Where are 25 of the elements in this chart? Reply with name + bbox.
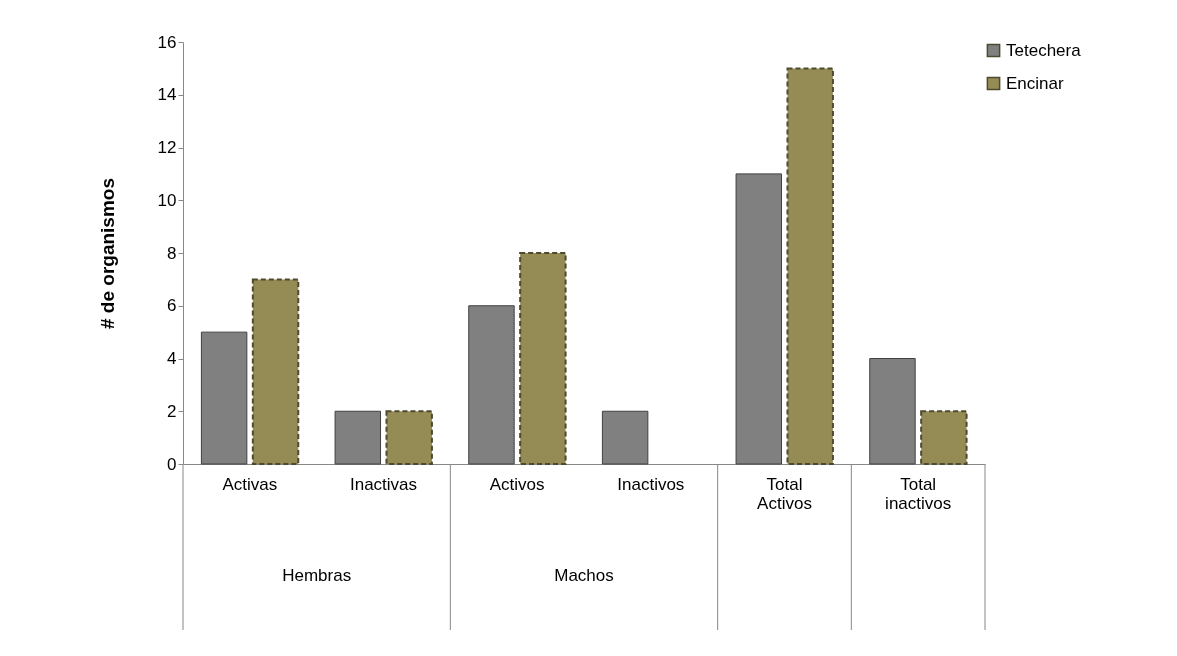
text: Hembras [282, 566, 352, 585]
x-tick-label: Activas [222, 474, 278, 494]
y-axis-title: # de organismos [96, 178, 118, 329]
x-tick-label: Total Activos [757, 474, 812, 513]
bar [786, 67, 834, 465]
y-tick-label: 2 [167, 401, 177, 421]
x-tick-label: Inactivas [349, 474, 418, 494]
bar [920, 410, 968, 465]
y-tick-label: 10 [157, 190, 177, 210]
x-tick-label: Inactivos [617, 474, 685, 494]
legend-label: Tetechera [1006, 40, 1082, 60]
y-tick-label: 12 [157, 138, 177, 157]
bar [385, 410, 433, 465]
y-tick-label: 4 [167, 349, 177, 368]
x-tick-label: Total inactivos [885, 474, 952, 513]
y-tick-label: 0 [167, 454, 177, 474]
y-tick-label: 8 [167, 243, 177, 263]
legend-label: Encinar [1006, 73, 1064, 93]
bar [519, 252, 567, 465]
y-tick-label: 6 [167, 296, 177, 316]
x-tick-label: Activos [489, 474, 545, 494]
y-tick-label: 14 [157, 85, 177, 105]
y-tick-label: 16 [157, 32, 177, 52]
text: Machos [554, 566, 614, 585]
bar [251, 278, 300, 465]
